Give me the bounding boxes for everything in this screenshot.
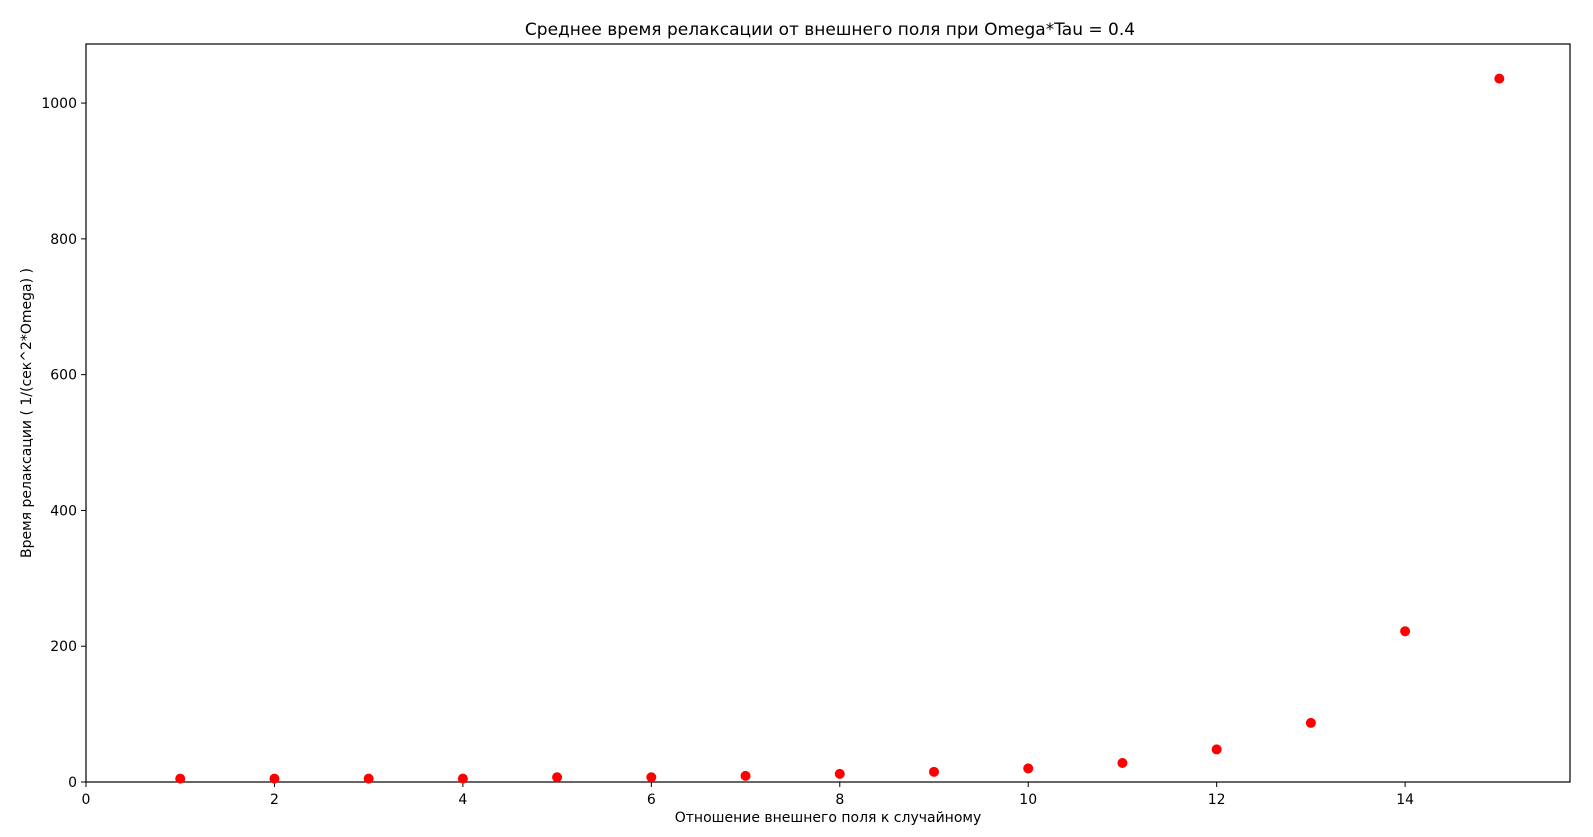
y-tick-label: 800 (50, 232, 77, 248)
x-tick-label: 4 (458, 792, 467, 808)
data-points (175, 73, 1505, 784)
data-point (834, 768, 845, 779)
y-tick-label: 0 (68, 775, 77, 791)
x-tick-label: 12 (1208, 792, 1226, 808)
data-point (363, 773, 374, 784)
x-tick-label: 0 (82, 792, 91, 808)
x-tick-label: 8 (835, 792, 844, 808)
data-point (457, 773, 468, 784)
y-tick-label: 1000 (41, 96, 77, 112)
data-point (1023, 763, 1034, 774)
y-axis: 0 200 400 600 800 1000 (41, 96, 86, 791)
y-tick-label: 600 (50, 368, 77, 384)
data-point (269, 773, 280, 784)
y-tick-label: 200 (50, 639, 77, 655)
x-axis: 0 2 4 6 8 10 12 14 (82, 782, 1414, 808)
data-point (1305, 717, 1316, 728)
x-tick-label: 6 (647, 792, 656, 808)
y-tick-label: 400 (50, 503, 77, 519)
plot-area-frame (85, 43, 1571, 783)
chart-title: Среднее время релаксации от внешнего пол… (525, 20, 1135, 40)
data-point (1400, 626, 1411, 637)
data-point (646, 772, 657, 783)
data-point (175, 773, 186, 784)
x-tick-label: 14 (1396, 792, 1414, 808)
x-tick-label: 2 (270, 792, 279, 808)
data-point (929, 766, 939, 777)
x-axis-label: Отношение внешнего поля к случайному (675, 810, 982, 826)
data-point (1494, 73, 1505, 84)
data-point (552, 772, 563, 783)
y-axis-label: Время релаксации ( 1/(сек^2*Omega) ) (19, 268, 35, 558)
data-point (1117, 757, 1128, 768)
data-point (1211, 744, 1222, 755)
data-point (740, 770, 751, 781)
x-tick-label: 10 (1019, 792, 1037, 808)
